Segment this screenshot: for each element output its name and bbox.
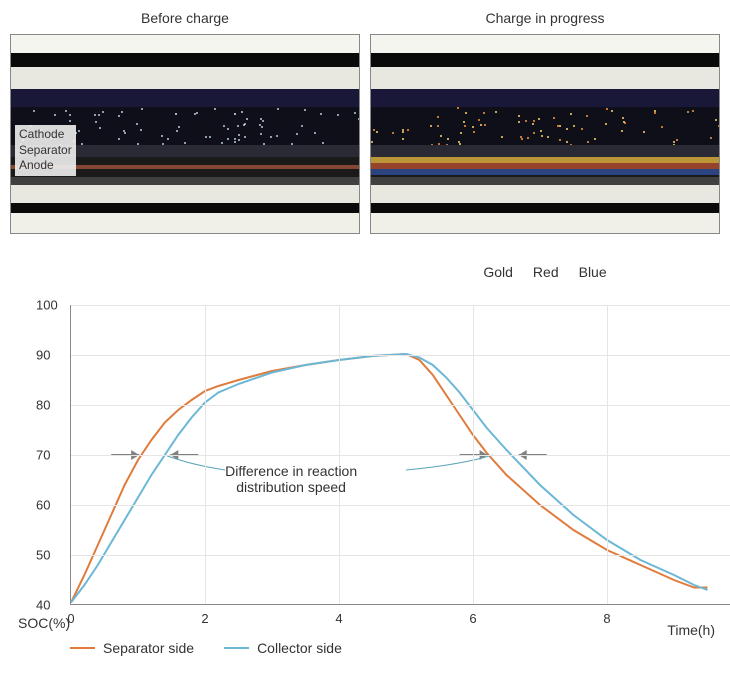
chart-plot-area: 4050607080901000246810Difference in reac… xyxy=(70,305,730,605)
soc-chart: SOC(%) 4050607080901000246810Difference … xyxy=(10,305,720,656)
anode-label: Anode xyxy=(19,158,72,174)
legend-separator: Separator side xyxy=(70,640,194,656)
legend-collector-label: Collector side xyxy=(257,640,342,656)
annotation-text: Difference in reactiondistribution speed xyxy=(225,463,357,495)
before-charge-title: Before charge xyxy=(10,10,360,26)
red-label: Red xyxy=(533,264,559,280)
legend-separator-label: Separator side xyxy=(103,640,194,656)
x-axis-label: Time(h) xyxy=(667,622,715,638)
color-labels: Gold Red Blue xyxy=(370,264,720,280)
gold-label: Gold xyxy=(483,264,513,280)
charge-progress-title: Charge in progress xyxy=(370,10,720,26)
y-axis-label: SOC(%) xyxy=(18,615,70,631)
charge-progress-image xyxy=(370,34,720,234)
blue-label: Blue xyxy=(579,264,607,280)
micrograph-section: Cathode Separator Anode Before charge Ch… xyxy=(10,10,720,280)
legend-collector-swatch xyxy=(224,647,249,649)
layer-labels: Cathode Separator Anode xyxy=(15,125,76,176)
legend-collector: Collector side xyxy=(224,640,342,656)
cathode-label: Cathode xyxy=(19,127,72,143)
separator-label: Separator xyxy=(19,143,72,159)
legend-separator-swatch xyxy=(70,647,95,649)
chart-legend: Separator side Collector side xyxy=(70,640,720,656)
charge-progress-column: Charge in progress Gold Red Blue xyxy=(370,10,720,280)
